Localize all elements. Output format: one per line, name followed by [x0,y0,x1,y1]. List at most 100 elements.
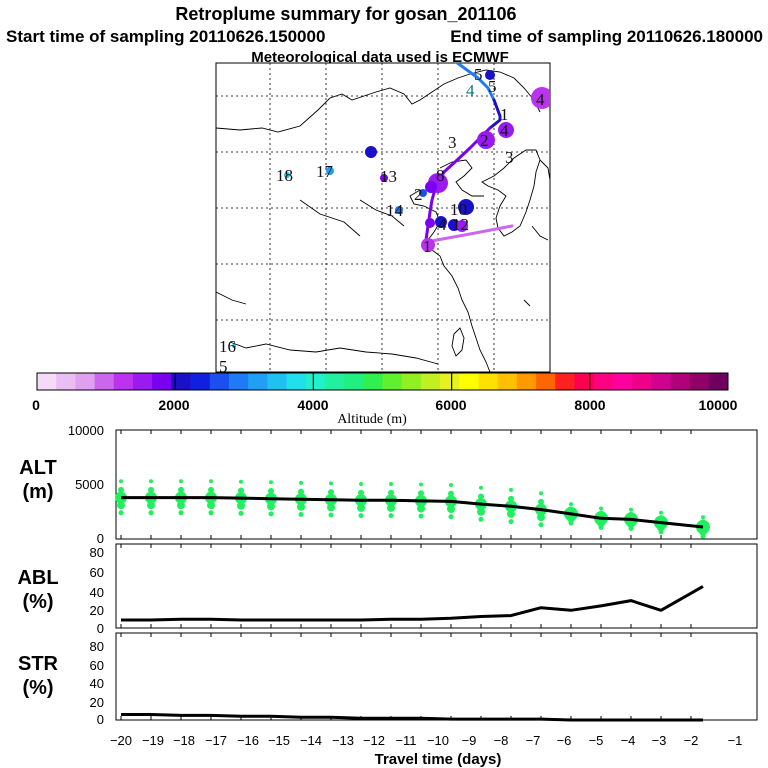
trajectory-map: 5 4 5 4 1 4 3 2 3 18 17 13 8 2 14 10 4 1… [215,62,551,373]
map-day-label: 13 [380,167,397,186]
colorbar-cell [171,373,191,390]
colorbar-cell [459,373,479,390]
figure-title: Retroplume summary for gosan_201106 [175,4,516,24]
colorbar-cell [75,373,95,390]
alt-panel-frame [115,429,758,540]
plume-marker [531,87,550,109]
str-panel-frame [115,632,758,721]
abl-ytick: 0 [97,621,104,636]
colorbar-cell [324,373,345,390]
x-tick: −19 [142,733,164,748]
x-tick: −18 [173,733,195,748]
altitude-dot [298,512,304,517]
x-tick: −13 [332,733,354,748]
x-tick: −2 [684,733,699,748]
colorbar-cell [56,373,76,390]
colorbar-cell [37,373,57,390]
map-day-label: 1 [423,237,432,256]
altitude-dot [328,512,334,518]
altitude-dot [629,507,633,512]
map-graticule [216,63,550,372]
plume-marker [380,174,388,182]
plume-marker [425,218,435,228]
altitude-dot [238,487,244,494]
altitude-dot [597,518,605,527]
map-day-label: 3 [505,148,514,167]
altitude-dot [539,491,543,496]
colorbar-cell [286,373,307,390]
altitude-dot [208,510,214,516]
plume-marker [419,189,427,197]
altitude-dot [508,495,514,502]
colorbar-tick: 8000 [574,397,605,413]
coastlines-borders [216,69,550,372]
altitude-colorbar [36,372,729,391]
altitude-dot [448,490,454,497]
map-day-label: 2 [480,131,489,150]
plume-marker [232,344,236,348]
colorbar-tick: 10000 [699,397,738,413]
plume-marker [284,172,290,178]
plume-marker [425,181,437,193]
series-line-abl [121,585,704,622]
altitude-dot [268,488,274,494]
altitude-dot [659,510,663,515]
colorbar-cell [267,373,287,390]
altitude-dot [569,502,573,507]
altitude-dot [209,479,213,484]
series-line-str [121,713,703,722]
altitude-dot [238,510,244,516]
colorbar-label: Altitude (m) [337,412,407,427]
colorbar-cell [401,373,422,390]
altitude-dot [699,527,707,536]
alt-ytick: 0 [97,531,104,546]
colorbar-cell [632,373,652,390]
colorbar-cell [152,373,172,390]
map-day-label: 5 [474,65,483,84]
x-tick: −14 [300,733,322,748]
plume-marker [485,70,495,80]
altitude-dot [701,515,705,520]
colorbar-cell [593,373,614,390]
x-tick: −20 [110,733,132,748]
altitude-dot [328,489,334,496]
colorbar-cell [344,373,364,390]
str-label: STR [18,653,59,675]
altitude-dot [700,519,706,526]
colorbar-tick: 2000 [158,397,189,413]
altitude-dot [388,513,394,519]
altitude-dot [479,485,483,490]
colorbar-tick: 6000 [435,397,466,413]
str-ytick: 0 [97,712,104,727]
altitude-dot [598,510,604,517]
met-data-label: Meteorological data used is ECMWF [251,49,509,66]
colorbar-cell [440,373,460,390]
colorbar-cell [132,373,153,390]
altitude-dot [387,503,395,512]
altitude-dot [448,514,454,520]
colorbar-cell [363,373,383,390]
altitude-dot [239,479,243,484]
map-day-label: 16 [219,337,236,356]
plume-marker [458,199,474,215]
map-day-label: 18 [276,166,293,185]
plume-marker [365,146,377,158]
altitude-dot [179,479,183,484]
altitude-dot [538,522,544,528]
colorbar-cell [248,373,268,390]
altitude-dot [327,503,335,512]
altitude-dot [269,480,273,485]
altitude-dot [359,482,363,486]
colorbar-cell [574,373,595,390]
start-time-label: Start time of sampling 20110626.150000 [6,27,325,46]
panel-labels: ALT (m) ABL (%) STR (%) [17,457,58,699]
altitude-dot [537,513,545,522]
altitude-dot [627,520,635,528]
altitude-dot [509,487,513,492]
altitude-dot [508,519,514,525]
altitude-dot [418,513,424,519]
str-ytick: 80 [90,639,104,654]
plume-marker [477,131,495,149]
altitude-dot [478,516,484,522]
